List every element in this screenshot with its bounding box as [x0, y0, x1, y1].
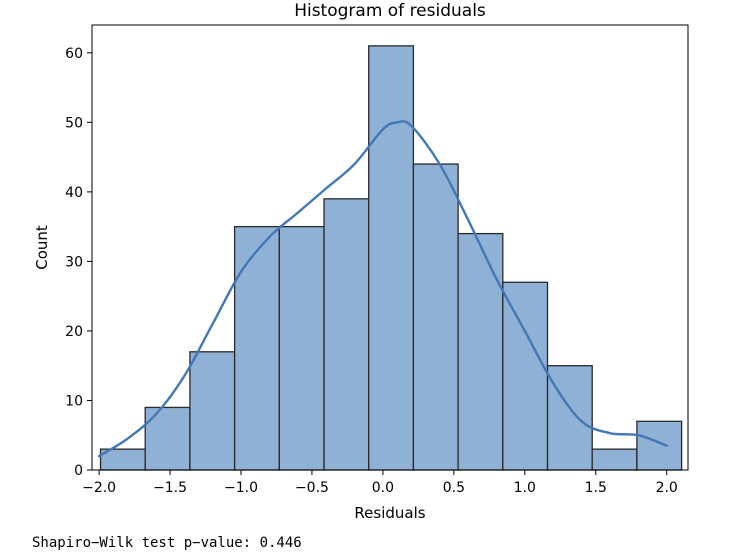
x-tick-label: 2.0: [656, 480, 678, 496]
histogram-bar-2: [189, 351, 236, 471]
histogram-bar-9: [502, 281, 549, 471]
x-tick-label: −2.0: [82, 480, 116, 496]
x-axis-ticks: −2.0 −1.5 −1.0 −0.5 0.0 0.5 1.0 1.5 2.0: [82, 470, 678, 496]
x-axis-label: Residuals: [354, 504, 425, 522]
histogram-bar-8: [457, 232, 504, 471]
histogram-chart: −2.0 −1.5 −1.0 −0.5 0.0 0.5 1.0 1.5 2.0 0 10 20 30 4…: [33, 1, 689, 522]
y-axis-label: Count: [33, 225, 51, 270]
x-tick-label: 0.0: [372, 480, 394, 496]
y-tick-label: 20: [65, 324, 83, 340]
histogram-bar-3: [233, 225, 280, 471]
y-axis-ticks: 0 10 20 30 40 50 60: [65, 46, 92, 479]
y-tick-label: 10: [65, 393, 83, 409]
histogram-bar-6: [368, 45, 415, 471]
x-tick-label: −1.5: [153, 480, 187, 496]
y-tick-label: 0: [74, 463, 83, 479]
histogram-bar-11: [591, 448, 638, 471]
x-tick-label: 1.5: [585, 480, 607, 496]
chart-title: Histogram of residuals: [294, 1, 486, 21]
plot-frame: [91, 24, 689, 471]
histogram-bar-10: [546, 365, 593, 471]
y-tick-label: 40: [65, 185, 83, 201]
histogram-bar-4: [278, 225, 325, 471]
histogram-bar-12: [636, 420, 683, 471]
histogram-bar-7: [412, 163, 459, 471]
kde-curve: [97, 120, 668, 458]
histogram-bars: [99, 45, 683, 471]
x-tick-label: −0.5: [295, 480, 329, 496]
y-tick-label: 60: [65, 46, 83, 62]
shapiro-wilk-output: Shapiro−Wilk test p−value: 0.446: [32, 535, 302, 551]
x-tick-label: 1.0: [514, 480, 536, 496]
histogram-bar-5: [323, 198, 370, 471]
x-tick-label: 0.5: [443, 480, 465, 496]
x-tick-label: −1.0: [224, 480, 258, 496]
y-tick-label: 30: [65, 254, 83, 270]
y-tick-label: 50: [65, 115, 83, 131]
